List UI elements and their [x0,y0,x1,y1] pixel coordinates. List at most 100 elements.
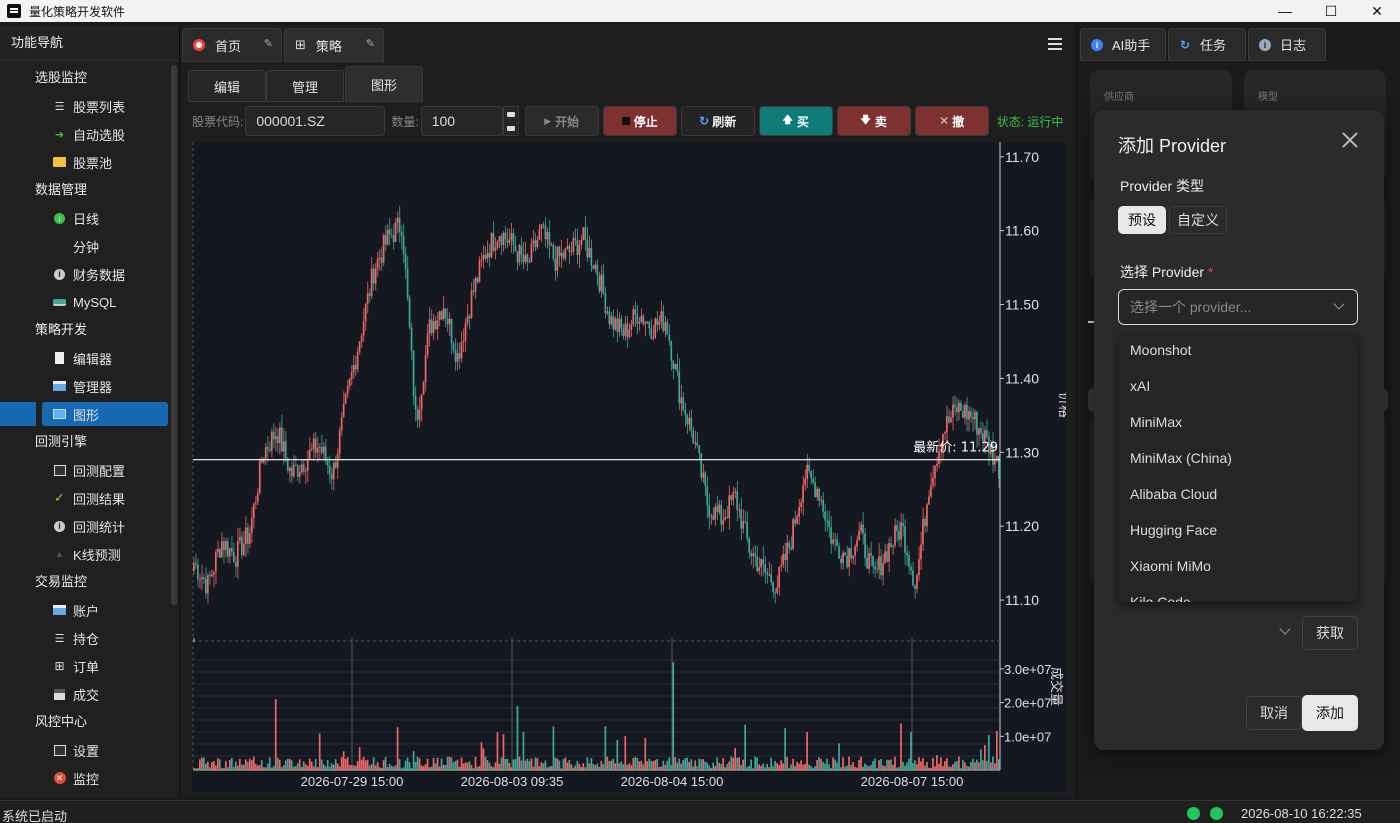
stepper-down-icon[interactable] [506,125,515,131]
volume-bar [932,757,934,770]
buy-button[interactable]: 🡅 买 [758,106,833,136]
sidebar-item-monitor[interactable]: ✕ 监控 [0,764,179,792]
subtab-manage[interactable]: 管理 [266,70,344,102]
sidebar-item-mysql[interactable]: MySQL [0,288,179,316]
sidebar-group-trade-monitor[interactable]: 交易监控 [35,574,88,589]
volume-bar [686,757,689,770]
sidebar-item-auto-select[interactable]: ➜ 自动选股 [54,127,126,143]
provider-option[interactable]: Moonshot [1130,342,1192,358]
refresh-button[interactable]: ↻ 刷新 [680,106,755,136]
cancel-button[interactable]: 取消 [1246,696,1302,730]
provider-option[interactable]: Alibaba Cloud [1130,486,1218,502]
candle-body [386,229,389,245]
tab-ai-assistant[interactable]: i AI助手 [1080,28,1166,61]
subtab-chart[interactable]: 图形 [345,66,423,102]
sidebar-item-chart[interactable]: 图形 [0,400,179,428]
volume-bar [770,757,772,770]
close-window-button[interactable]: ✕ [1371,2,1383,19]
menu-icon[interactable] [1048,38,1062,50]
provider-option[interactable]: MiniMax (China) [1130,450,1232,466]
sidebar-group-risk-center[interactable]: 风控中心 [35,714,88,729]
provider-option[interactable]: Xiaomi MiMo [1130,558,1211,574]
candle-body [284,441,287,459]
quantity-stepper[interactable] [502,106,519,136]
sidebar-item-daily[interactable]: ↓ 日线 [0,204,179,232]
candle-body [748,538,751,553]
sidebar-group-stock-monitor[interactable]: 选股监控 [35,70,88,85]
sidebar-item-stock-list[interactable]: ☰ 股票列表 [54,99,126,115]
fetch-button[interactable]: 获取 [1302,616,1358,650]
tab-home[interactable]: 首页 ✎ [182,28,282,62]
sidebar-scrollbar[interactable] [171,65,177,605]
sidebar-item-stock-pool[interactable]: 股票池 [0,148,179,176]
candle-body [710,515,713,517]
add-button[interactable]: 添加 [1302,695,1358,731]
card-icon [53,380,66,393]
candle-body [500,236,503,246]
quantity-input[interactable]: 100 [420,106,503,136]
type-custom-option[interactable]: 自定义 [1169,206,1227,234]
volume-bar [498,763,501,770]
provider-card-label: 供应商 [1104,92,1134,103]
sidebar-item-orders[interactable]: ⊞ 订单 [54,659,100,675]
provider-option[interactable]: Kilo Code [1130,594,1191,602]
volume-bar [374,765,377,770]
close-icon[interactable] [1342,132,1358,148]
provider-select[interactable]: 选择一个 provider... [1118,289,1358,325]
sidebar-item-backtest-config[interactable]: 回测配置 [0,456,179,484]
provider-dropdown[interactable]: Moonshot xAI MiniMax MiniMax (China) Ali… [1118,332,1358,602]
sidebar-item-account[interactable]: 账户 [0,596,179,624]
type-preset-option[interactable]: 预设 [1118,206,1166,234]
provider-option[interactable]: Hugging Face [1130,522,1218,538]
volume-bar [846,765,848,770]
sidebar-item-editor[interactable]: 编辑器 [0,344,179,372]
sidebar-item-manager[interactable]: 管理器 [0,372,179,400]
cancel-order-button[interactable]: ✕ 撤 [914,106,989,136]
tab-strategy[interactable]: ⊞ 策略 ✎ [284,28,384,62]
sidebar-item-minute[interactable]: 分钟 [0,232,179,260]
kline-chart[interactable]: 11.10 11.20 11.30 11.40 11.50 11.60 11.70 价格 1.0… [192,142,1066,792]
candle-body [562,252,565,259]
stop-button[interactable]: 停止 [602,106,677,136]
sidebar-group-backtest[interactable]: 回测引擎 [35,434,88,449]
volume-bar [472,768,475,770]
candle-body [418,409,421,420]
sidebar-item-positions[interactable]: ☰ 持仓 [54,631,100,647]
sidebar-item-trades[interactable]: 成交 [0,680,179,708]
sidebar-group-strategy-dev[interactable]: 策略开发 [35,322,88,337]
volume-bar [550,765,553,770]
provider-option[interactable]: MiniMax [1130,414,1183,430]
candle-body [306,458,309,471]
tab-logs[interactable]: i 日志 [1248,28,1326,61]
volume-bar [240,764,243,770]
stock-code-input[interactable]: 000001.SZ [245,106,386,136]
candle-body [258,460,261,493]
tab-logs-label: 日志 [1280,38,1307,53]
sidebar-item-backtest-results[interactable]: ✓ 回测结果 [54,490,126,507]
chevron-down-icon[interactable] [1279,623,1291,635]
pin-icon[interactable]: ✎ [263,38,273,50]
provider-option[interactable]: xAI [1130,378,1151,394]
stepper-up-icon[interactable] [506,111,515,117]
candle-body [796,516,798,524]
chart-area[interactable]: 11.10 11.20 11.30 11.40 11.50 11.60 11.70 价格 1.0… [192,142,1066,792]
volume-bar [536,758,539,770]
minimize-button[interactable]: — [1278,3,1292,19]
sidebar-item-settings[interactable]: 设置 [0,736,179,764]
sidebar-group-data-management[interactable]: 数据管理 [35,182,88,197]
start-button[interactable]: ▶ 开始 [524,106,599,136]
pin-icon[interactable]: ✎ [365,38,375,50]
candle-body [874,565,876,570]
connection-status-icon [1187,807,1200,820]
sidebar-item-kline-forecast[interactable]: ▲ K线预测 [0,540,179,568]
sell-button[interactable]: 🡇 卖 [836,106,911,136]
maximize-button[interactable]: ☐ [1324,2,1338,19]
sidebar-item-financial-data[interactable]: i 财务数据 [0,260,179,288]
candle-body [816,488,818,498]
tab-tasks[interactable]: ↻ 任务 [1168,28,1246,61]
volume-bar [358,747,361,770]
volume-bar [652,761,655,770]
sidebar-item-backtest-stats[interactable]: i 回测统计 [0,512,179,540]
status-datetime: 2026-08-10 16:22:35 [1241,806,1362,821]
subtab-edit[interactable]: 编辑 [188,70,266,102]
